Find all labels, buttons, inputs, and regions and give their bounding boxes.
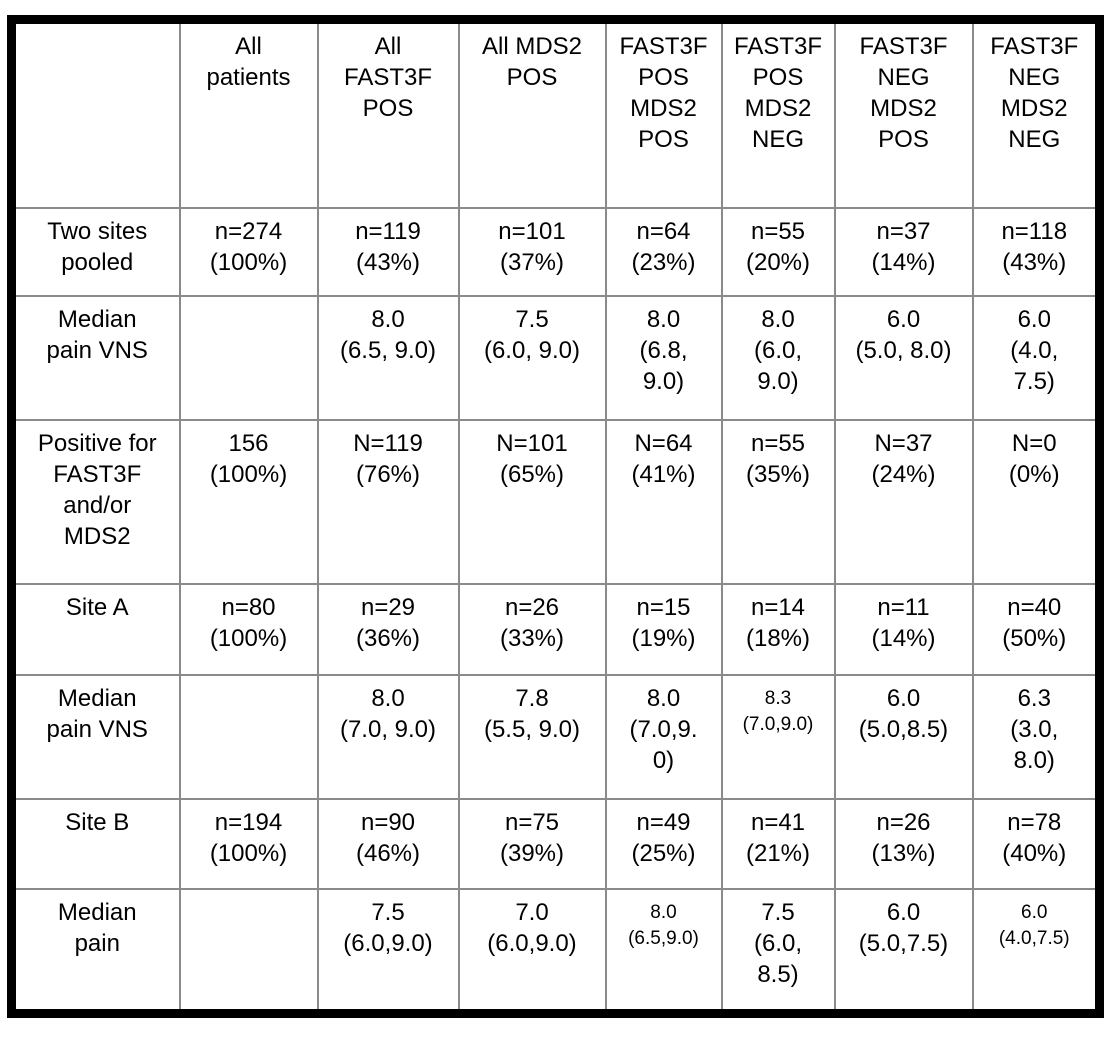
- row-label: Median pain VNS: [10, 673, 181, 800]
- table-cell: n=26 (13%): [833, 797, 974, 890]
- table-cell: 6.0 (5.0,8.5): [833, 673, 974, 800]
- table-cell: n=40 (50%): [971, 582, 1101, 676]
- row-label: Site A: [10, 582, 181, 676]
- table-cell: 7.5 (6.0,9.0): [316, 887, 460, 1015]
- table-cell: 6.0(4.0,7.5): [971, 887, 1101, 1015]
- table-cell: n=29 (36%): [316, 582, 460, 676]
- row-label: Site B: [10, 797, 181, 890]
- table-cell: N=0 (0%): [971, 418, 1101, 585]
- table-cell: n=37 (14%): [833, 206, 974, 297]
- row-label: Two sites pooled: [10, 206, 181, 297]
- table-cell: n=90 (46%): [316, 797, 460, 890]
- table-cell: N=101 (65%): [457, 418, 607, 585]
- row-label: Positive for FAST3F and/or MDS2: [10, 418, 181, 585]
- table-row: Median pain VNS 8.0 (6.5, 9.0) 7.5 (6.0, 9.0)…: [10, 294, 1101, 421]
- table-cell: n=119 (43%): [316, 206, 460, 297]
- table-cell: n=64 (23%): [604, 206, 723, 297]
- table-cell: n=26 (33%): [457, 582, 607, 676]
- table-cell: 7.5 (6.0, 9.0): [457, 294, 607, 421]
- table-header: All patients All FAST3F POS All MDS2 POS FAST3F…: [10, 18, 1101, 209]
- column-header: FAST3F NEG MDS2 NEG: [971, 18, 1101, 209]
- table-row: Median pain 7.5 (6.0,9.0) 7.0 (6.0,9.0) 8.0 (6.…: [10, 887, 1101, 1015]
- table-body: Two sites pooled n=274 (100%) n=119 (43%) n=10…: [10, 206, 1101, 1015]
- empty-header-cell: [10, 18, 181, 209]
- table-cell: n=118 (43%): [971, 206, 1101, 297]
- table-cell: n=55 (20%): [720, 206, 836, 297]
- table-cell: n=14 (18%): [720, 582, 836, 676]
- column-header: FAST3F POS MDS2 NEG: [720, 18, 836, 209]
- table-cell: n=101 (37%): [457, 206, 607, 297]
- header-row: All patients All FAST3F POS All MDS2 POS FAST3F…: [10, 18, 1101, 209]
- table-row: Positive for FAST3F and/or MDS2 156 (100%) N=1…: [10, 418, 1101, 585]
- table-cell: 8.0 (7.0,9. 0): [604, 673, 723, 800]
- table-cell: 7.8 (5.5, 9.0): [457, 673, 607, 800]
- table-cell: 8.0 (6.8, 9.0): [604, 294, 723, 421]
- table-cell: 156 (100%): [178, 418, 319, 585]
- table-cell: 7.5 (6.0, 8.5): [720, 887, 836, 1015]
- table-row: Median pain VNS 8.0 (7.0, 9.0) 7.8 (5.5, 9.0)…: [10, 673, 1101, 800]
- table-cell: n=274 (100%): [178, 206, 319, 297]
- table-cell: n=55 (35%): [720, 418, 836, 585]
- table-cell: 6.0(4.0,7.5): [971, 294, 1101, 421]
- table-cell: N=37 (24%): [833, 418, 974, 585]
- table-cell: n=15 (19%): [604, 582, 723, 676]
- table-cell: n=49 (25%): [604, 797, 723, 890]
- data-table: All patients All FAST3F POS All MDS2 POS FAST3F…: [7, 15, 1104, 1018]
- column-header: All patients: [178, 18, 319, 209]
- table-cell: 8.3 (7.0,9.0): [720, 673, 836, 800]
- table-cell: 6.0 (5.0, 8.0): [833, 294, 974, 421]
- table-cell: 7.0 (6.0,9.0): [457, 887, 607, 1015]
- table-cell: N=64 (41%): [604, 418, 723, 585]
- empty-cell: [178, 673, 319, 800]
- table-cell: n=194 (100%): [178, 797, 319, 890]
- table-cell: n=75 (39%): [457, 797, 607, 890]
- empty-cell: [178, 887, 319, 1015]
- column-header: FAST3F NEG MDS2 POS: [833, 18, 974, 209]
- table-cell: 8.0 (6.0, 9.0): [720, 294, 836, 421]
- row-label: Median pain VNS: [10, 294, 181, 421]
- table-cell: n=41 (21%): [720, 797, 836, 890]
- column-header: All FAST3F POS: [316, 18, 460, 209]
- table-cell: N=119 (76%): [316, 418, 460, 585]
- table-cell: n=78 (40%): [971, 797, 1101, 890]
- table-cell: 6.0 (5.0,7.5): [833, 887, 974, 1015]
- column-header: All MDS2 POS: [457, 18, 607, 209]
- table-row: Two sites pooled n=274 (100%) n=119 (43%) n=10…: [10, 206, 1101, 297]
- table-container: All patients All FAST3F POS All MDS2 POS FAST3F…: [7, 15, 1104, 1018]
- table-cell: 8.0 (6.5, 9.0): [316, 294, 460, 421]
- table-cell: n=80 (100%): [178, 582, 319, 676]
- table-cell: 8.0 (6.5,9.0): [604, 887, 723, 1015]
- row-label: Median pain: [10, 887, 181, 1015]
- table-cell: 6.3 (3.0, 8.0): [971, 673, 1101, 800]
- empty-cell: [178, 294, 319, 421]
- column-header: FAST3F POS MDS2 POS: [604, 18, 723, 209]
- table-cell: n=11 (14%): [833, 582, 974, 676]
- table-cell: 8.0 (7.0, 9.0): [316, 673, 460, 800]
